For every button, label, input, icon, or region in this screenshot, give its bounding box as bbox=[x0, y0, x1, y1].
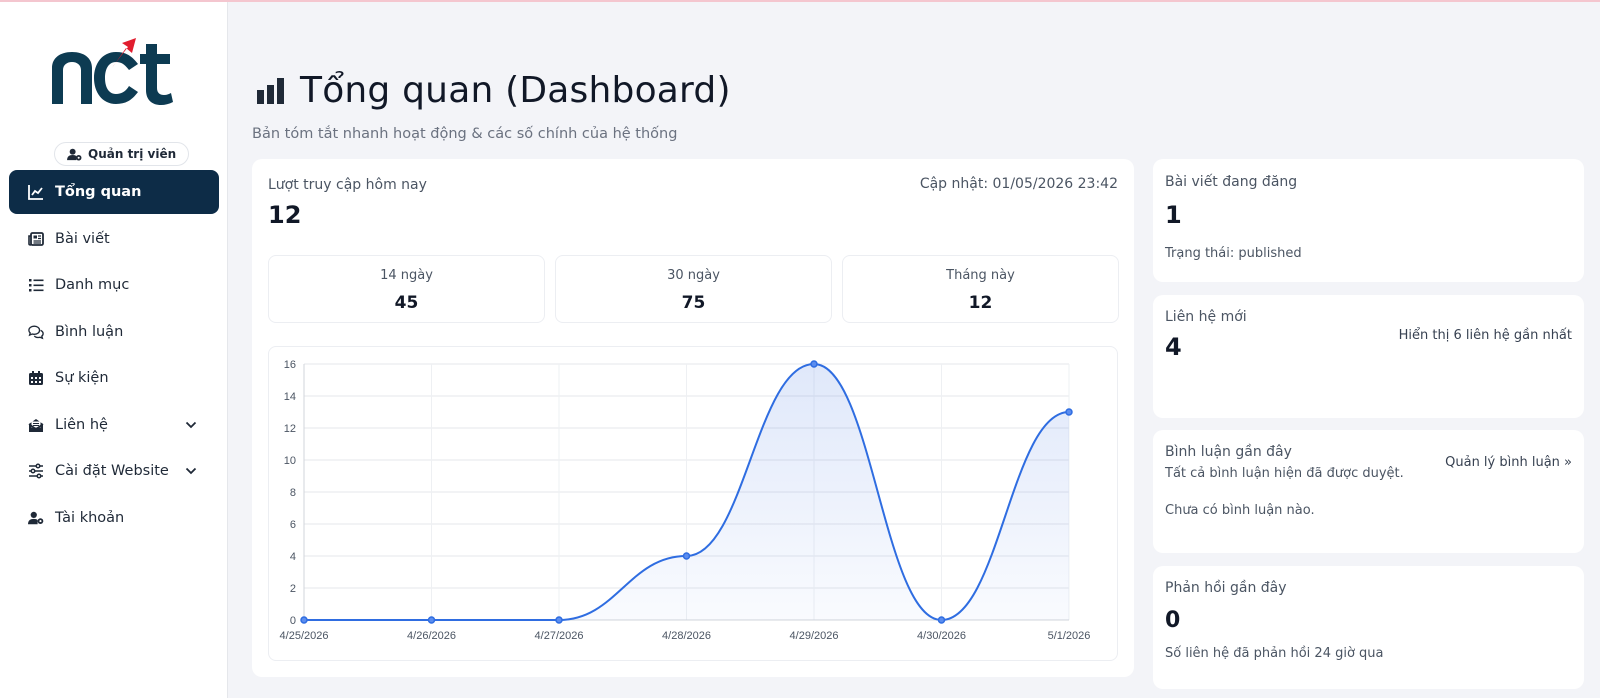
contacts-title: Liên hệ mới bbox=[1165, 309, 1247, 325]
sidebar-item-label: Danh mục bbox=[55, 277, 130, 293]
x-tick-label: 4/25/2026 bbox=[280, 630, 329, 642]
data-point bbox=[810, 360, 818, 368]
list-icon bbox=[28, 277, 44, 293]
stat-label: Tháng này bbox=[946, 268, 1015, 283]
data-point bbox=[682, 552, 691, 560]
stat-box-this-month: Tháng này 12 bbox=[842, 255, 1119, 323]
comments-card: Bình luận gần đây Tất cả bình luận hiện … bbox=[1153, 430, 1584, 553]
sidebar-item-su-kien[interactable]: Sự kiện bbox=[9, 356, 219, 400]
posts-status: Trạng thái: published bbox=[1165, 246, 1302, 261]
traffic-chart: 0 2 4 6 8 10 12 14 16 4/25/2026 4/26/2026 4/27/2026… bbox=[268, 346, 1118, 661]
stat-value: 12 bbox=[968, 293, 993, 313]
role-label: Quản trị viên bbox=[88, 147, 177, 161]
envelope-open-icon bbox=[28, 417, 44, 433]
y-tick-label: 16 bbox=[284, 359, 296, 371]
stat-value: 75 bbox=[681, 293, 706, 313]
series-area bbox=[304, 364, 1069, 620]
traffic-chart-svg: 0 2 4 6 8 10 12 14 16 4/25/2026 4/26/2026 4/27/2026… bbox=[280, 359, 1091, 642]
y-tick-label: 8 bbox=[290, 487, 296, 499]
page-title: Tổng quan (Dashboard) bbox=[300, 70, 731, 111]
data-point bbox=[1065, 408, 1073, 416]
comments-subtitle: Tất cả bình luận hiện đã được duyệt. bbox=[1165, 466, 1404, 481]
user-shield-icon bbox=[67, 148, 82, 161]
posts-card: Bài viết đang đăng 1 Trạng thái: publish… bbox=[1153, 159, 1584, 282]
y-tick-label: 4 bbox=[290, 551, 296, 563]
sidebar-item-label: Bài viết bbox=[55, 230, 110, 247]
y-tick-label: 6 bbox=[290, 519, 296, 531]
chevron-down-icon[interactable] bbox=[185, 465, 197, 477]
data-point bbox=[555, 616, 563, 624]
role-badge: Quản trị viên bbox=[54, 142, 190, 166]
newspaper-icon bbox=[28, 231, 44, 247]
sidebar-item-danh-muc[interactable]: Danh mục bbox=[9, 263, 219, 307]
sidebar-item-label: Cài đặt Website bbox=[55, 463, 169, 479]
stat-box-14-days: 14 ngày 45 bbox=[268, 255, 545, 323]
comments-title: Bình luận gần đây bbox=[1165, 444, 1292, 460]
contacts-recent-link[interactable]: Hiển thị 6 liên hệ gần nhất bbox=[1398, 328, 1572, 343]
sidebar-item-label: Liên hệ bbox=[55, 416, 108, 433]
x-tick-label: 4/30/2026 bbox=[917, 630, 966, 642]
replies-value: 0 bbox=[1165, 608, 1181, 633]
posts-value: 1 bbox=[1165, 201, 1182, 229]
data-point bbox=[427, 616, 436, 624]
sliders-icon bbox=[28, 463, 44, 479]
sidebar-item-lien-he[interactable]: Liên hệ bbox=[9, 403, 219, 447]
x-tick-label: 4/26/2026 bbox=[407, 630, 456, 642]
chart-line-icon bbox=[28, 184, 44, 200]
updated-timestamp: Cập nhật: 01/05/2026 23:42 bbox=[919, 176, 1118, 192]
stat-label: 30 ngày bbox=[667, 268, 720, 283]
comments-empty-text: Chưa có bình luận nào. bbox=[1165, 503, 1315, 518]
x-tick-label: 4/28/2026 bbox=[662, 630, 711, 642]
sidebar-item-label: Tài khoản bbox=[55, 509, 125, 526]
x-tick-label: 4/29/2026 bbox=[790, 630, 839, 642]
sidebar-item-label: Bình luận bbox=[55, 323, 124, 340]
y-tick-label: 14 bbox=[284, 391, 296, 403]
posts-title: Bài viết đang đăng bbox=[1165, 174, 1298, 190]
top-accent-line bbox=[0, 0, 1600, 2]
manage-comments-link[interactable]: Quản lý bình luận » bbox=[1445, 455, 1572, 470]
page-subtitle: Bản tóm tắt nhanh hoạt động & các số chí… bbox=[252, 126, 678, 142]
x-tick-label: 4/27/2026 bbox=[535, 630, 584, 642]
stat-value: 45 bbox=[394, 293, 419, 313]
calendar-icon bbox=[28, 370, 44, 386]
x-tick-label: 5/1/2026 bbox=[1048, 630, 1091, 642]
y-tick-label: 0 bbox=[290, 615, 296, 627]
y-tick-label: 10 bbox=[284, 455, 296, 467]
sidebar: Quản trị viên Tổng quan Bài viết Danh mụ… bbox=[0, 2, 228, 698]
y-tick-label: 2 bbox=[290, 583, 296, 595]
stat-label: 14 ngày bbox=[380, 268, 433, 283]
data-point bbox=[300, 616, 308, 624]
sidebar-item-tai-khoan[interactable]: Tài khoản bbox=[9, 496, 219, 540]
sidebar-nav: Tổng quan Bài viết Danh mục Bình luận Sự… bbox=[9, 170, 219, 542]
replies-note: Số liên hệ đã phản hồi 24 giờ qua bbox=[1165, 646, 1384, 661]
sidebar-item-label: Sự kiện bbox=[55, 370, 109, 386]
data-point bbox=[937, 616, 946, 624]
replies-title: Phản hồi gần đây bbox=[1165, 580, 1287, 596]
y-tick-label: 12 bbox=[284, 423, 296, 435]
chevron-down-icon[interactable] bbox=[185, 419, 197, 431]
traffic-label: Lượt truy cập hôm nay bbox=[268, 177, 427, 193]
series-line bbox=[304, 362, 1070, 622]
sidebar-item-tong-quan[interactable]: Tổng quan bbox=[9, 170, 219, 214]
sidebar-item-cai-dat-website[interactable]: Cài đặt Website bbox=[9, 449, 219, 493]
replies-card: Phản hồi gần đây 0 Số liên hệ đã phản hồ… bbox=[1153, 566, 1584, 689]
contacts-value: 4 bbox=[1165, 333, 1182, 361]
comments-icon bbox=[28, 324, 44, 340]
traffic-today-value: 12 bbox=[268, 201, 302, 229]
nct-logo[interactable] bbox=[48, 34, 180, 110]
sidebar-item-binh-luan[interactable]: Bình luận bbox=[9, 310, 219, 354]
stat-box-30-days: 30 ngày 75 bbox=[555, 255, 832, 323]
sidebar-item-label: Tổng quan bbox=[55, 184, 142, 200]
bar-chart-icon bbox=[257, 77, 284, 104]
contacts-card: Liên hệ mới Hiển thị 6 liên hệ gần nhất … bbox=[1153, 295, 1584, 418]
user-gear-icon bbox=[28, 510, 44, 526]
traffic-card: Lượt truy cập hôm nay Cập nhật: 01/05/20… bbox=[252, 159, 1134, 677]
page-header: Tổng quan (Dashboard) bbox=[256, 70, 731, 111]
sidebar-item-bai-viet[interactable]: Bài viết bbox=[9, 217, 219, 261]
